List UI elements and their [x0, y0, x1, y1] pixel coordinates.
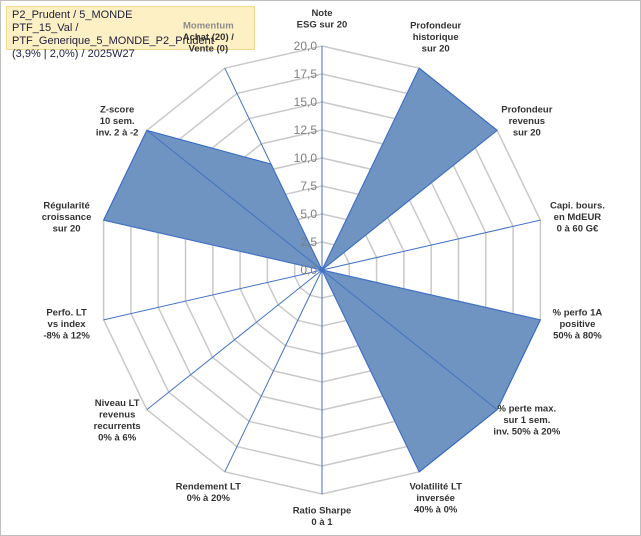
- category-label: % perte max. sur 1 sem. inv. 50% à 20%: [493, 404, 560, 438]
- category-label: Profondeur revenus sur 20: [501, 104, 552, 138]
- spoke: [321, 219, 541, 271]
- spoke: [321, 269, 420, 473]
- tick-label: 10,0: [294, 151, 318, 165]
- spoke: [321, 129, 498, 271]
- spoke: [321, 269, 541, 321]
- category-label: Volatilité LT inversée 40% à 0%: [409, 482, 462, 516]
- spoke: [146, 129, 323, 271]
- category-label: Z-score 10 sem. inv. 2 à -2: [96, 104, 139, 138]
- category-label: Perfo. LT vs index -8% à 12%: [43, 307, 90, 341]
- category-label: % perfo 1A positive 50% à 80%: [553, 307, 603, 341]
- tick-label: 17,5: [294, 67, 318, 81]
- tick-label: 7,5: [300, 179, 317, 193]
- category-label: Momentum Achat (20) / Vente (0): [183, 20, 235, 54]
- tick-label: 2,5: [300, 235, 317, 249]
- category-label: Niveau LT revenus recurrents 0% à 6%: [94, 398, 141, 444]
- spoke: [321, 269, 498, 411]
- spoke: [103, 269, 323, 321]
- tick-label: 5,0: [300, 207, 317, 221]
- spoke: [103, 219, 323, 271]
- tick-label: 20,0: [294, 39, 318, 53]
- tick-label: 15,0: [294, 95, 318, 109]
- info-box: P2_Prudent / 5_MONDE PTF_15_Val / PTF_Ge…: [6, 6, 255, 60]
- spoke: [146, 269, 323, 411]
- spoke: [224, 67, 323, 271]
- tick-label: 0,0: [300, 263, 317, 277]
- category-label: Capi. bours. en MdEUR 0 à 60 G€: [550, 201, 605, 235]
- info-line-2: PTF_15_Val / PTF_Generique_5_MONDE_P2_Pr…: [12, 22, 214, 47]
- radar-spokes: [103, 46, 541, 494]
- category-label: Ratio Sharpe 0 à 1: [293, 505, 352, 528]
- category-label: Rendement LT 0% à 20%: [176, 482, 241, 505]
- spoke: [224, 269, 323, 473]
- tick-label: 12,5: [294, 123, 318, 137]
- category-label: Profondeur historique sur 20: [410, 20, 461, 54]
- category-label: Régularité croissance sur 20: [42, 201, 92, 235]
- spoke: [321, 67, 420, 271]
- category-label: Note ESG sur 20: [297, 8, 348, 31]
- category-labels: Note ESG sur 20 Profondeur historique sur 20…: [42, 8, 605, 528]
- info-line-3: (3,9% | 2,0%) / 2025W27: [12, 48, 135, 60]
- radial-tick-labels: 0,0 2,5 5,0 7,5 10,0 12,5 15,0 17,5 20,0: [294, 39, 318, 277]
- info-line-1: P2_Prudent / 5_MONDE: [12, 9, 133, 21]
